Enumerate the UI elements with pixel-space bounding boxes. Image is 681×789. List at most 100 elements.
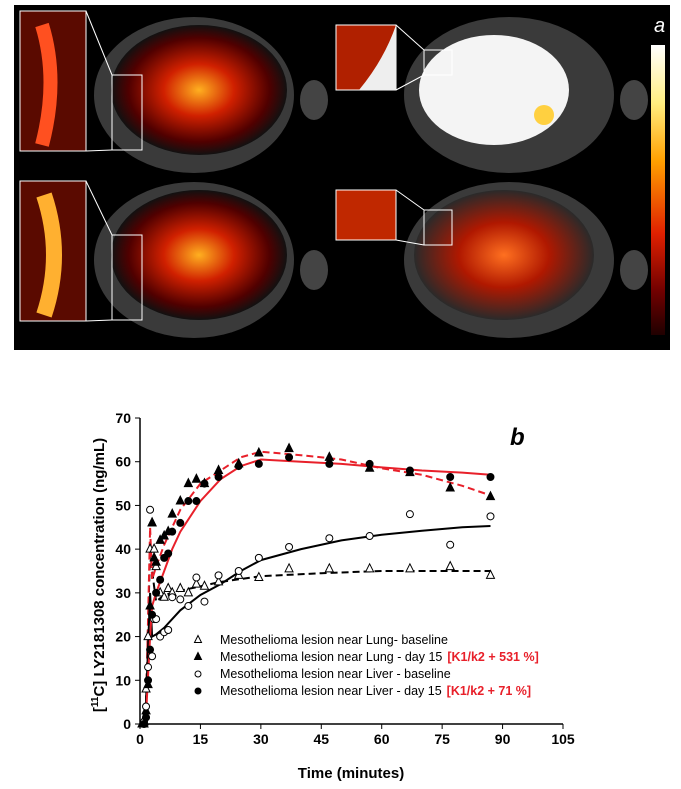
- data-point-open-triangle: [324, 562, 335, 573]
- fit-curve-2: [141, 525, 491, 725]
- legend-entry: Mesothelioma lesion near Lung- baseline: [220, 633, 448, 647]
- data-point-open-triangle: [191, 577, 202, 588]
- data-point-filled-triangle: [485, 490, 496, 501]
- data-point-open-triangle: [159, 591, 169, 601]
- legend-marker-open-triangle: [193, 634, 203, 643]
- legend-entry-name: Mesothelioma lesion near Lung- baseline: [220, 633, 448, 647]
- fit-curve-1: [141, 450, 491, 725]
- legend-marker-open-circle: [194, 670, 202, 678]
- data-point-filled-triangle: [191, 473, 202, 483]
- x-axis-label: Time (minutes): [298, 765, 404, 782]
- data-point-filled-circle: [405, 466, 414, 475]
- data-point-open-circle: [176, 595, 185, 604]
- data-point-filled-circle: [192, 497, 201, 506]
- scan-bottom-left: [94, 182, 328, 338]
- panel-a-label: a: [654, 15, 666, 37]
- data-point-open-circle: [200, 597, 209, 606]
- legend-annotation: [K1/k2 + 531 %]: [447, 650, 538, 664]
- y-tick-label: 20: [115, 629, 131, 645]
- data-point-filled-triangle: [167, 508, 178, 518]
- data-point-filled-circle: [144, 676, 153, 685]
- panel-b-label: b: [510, 424, 525, 451]
- data-point-open-circle: [325, 534, 334, 543]
- legend-entry-name: Mesothelioma lesion near Lung - day 15: [220, 650, 442, 664]
- data-point-filled-triangle: [183, 477, 194, 488]
- data-point-open-circle: [365, 532, 374, 541]
- data-point-filled-triangle: [151, 556, 161, 566]
- data-point-open-circle: [142, 702, 151, 711]
- y-tick-label: 60: [115, 454, 131, 470]
- data-point-open-circle: [164, 626, 173, 635]
- data-point-open-triangle: [364, 562, 375, 573]
- x-tick-label: 75: [434, 731, 450, 747]
- data-point-open-triangle: [405, 562, 415, 573]
- data-point-filled-circle: [140, 720, 149, 728]
- x-tick-label: 15: [193, 731, 209, 747]
- data-point-filled-circle: [176, 518, 185, 527]
- data-point-filled-circle: [234, 462, 243, 471]
- color-scale-bar: [651, 45, 665, 335]
- data-point-filled-circle: [446, 473, 455, 482]
- data-point-open-circle: [168, 593, 177, 602]
- y-tick-label: 30: [115, 585, 131, 601]
- scan-top-right: [404, 17, 648, 173]
- x-tick-label: 45: [313, 731, 329, 747]
- data-point-open-triangle: [183, 586, 194, 597]
- data-point-open-triangle: [163, 582, 174, 592]
- data-point-filled-triangle: [213, 464, 224, 474]
- data-point-open-circle: [254, 553, 263, 562]
- data-point-open-triangle: [254, 571, 264, 582]
- data-point-filled-circle: [146, 645, 155, 654]
- data-point-open-triangle: [175, 582, 186, 592]
- concentration-time-chart: [11C] LY2181308 concentration (ng/mL) Ti…: [90, 410, 575, 782]
- data-point-open-triangle: [445, 560, 456, 571]
- data-point-filled-triangle: [254, 446, 264, 457]
- data-point-open-triangle: [485, 569, 496, 579]
- legend-entry: Mesothelioma lesion near Liver - day 15 […: [220, 684, 531, 698]
- data-point-filled-circle: [148, 610, 157, 619]
- data-point-filled-triangle: [145, 599, 155, 610]
- zoom-inset-bottom-left: [19, 180, 143, 322]
- data-point-filled-circle: [285, 453, 294, 462]
- legend-entry: Mesothelioma lesion near Lung - day 15 [K…: [220, 650, 539, 664]
- zoom-inset-top-left: [19, 10, 143, 152]
- y-tick-label: 0: [123, 716, 131, 732]
- data-point-open-circle: [214, 571, 223, 580]
- data-point-open-circle: [144, 663, 153, 672]
- legend-entry-name: Mesothelioma lesion near Liver - day 15: [220, 684, 442, 698]
- data-point-filled-circle: [168, 527, 177, 536]
- y-tick-label: 40: [115, 541, 131, 557]
- data-point-open-circle: [192, 573, 201, 582]
- data-point-filled-circle: [254, 459, 263, 468]
- legend-entry: Mesothelioma lesion near Liver - baselin…: [220, 667, 451, 681]
- x-tick-label: 30: [253, 731, 269, 747]
- data-point-filled-triangle: [147, 516, 157, 527]
- data-point-open-circle: [446, 540, 455, 549]
- data-point-filled-triangle: [175, 494, 186, 505]
- data-point-open-circle: [486, 512, 495, 521]
- data-point-open-circle: [234, 567, 243, 575]
- data-point-filled-circle: [365, 459, 374, 468]
- data-point-open-circle: [146, 505, 155, 514]
- legend-entry-name: Mesothelioma lesion near Liver - baselin…: [220, 667, 451, 681]
- data-point-filled-triangle: [445, 481, 456, 492]
- data-point-filled-circle: [486, 473, 495, 482]
- data-point-filled-circle: [200, 479, 209, 488]
- legend: Mesothelioma lesion near Lung- baseline M…: [193, 633, 539, 698]
- pet-ct-image-panel: a: [14, 5, 670, 350]
- x-tick-label: 105: [551, 731, 575, 747]
- data-point-open-triangle: [199, 580, 210, 590]
- legend-marker-filled-circle: [194, 687, 202, 695]
- zoom-inset-bottom-right: [335, 189, 453, 246]
- y-tick-label: 50: [115, 497, 131, 513]
- y-axis-label: [11C] LY2181308 concentration (ng/mL): [90, 438, 108, 712]
- data-point-filled-circle: [184, 497, 193, 506]
- y-tick-label: 10: [115, 672, 131, 688]
- legend-annotation: [K1/k2 + 71 %]: [447, 684, 531, 698]
- x-tick-label: 60: [374, 731, 390, 747]
- data-point-open-circle: [148, 652, 157, 661]
- data-point-filled-circle: [325, 459, 334, 468]
- x-tick-label: 0: [136, 731, 144, 747]
- data-point-filled-circle: [142, 713, 151, 722]
- data-point-filled-circle: [152, 588, 161, 597]
